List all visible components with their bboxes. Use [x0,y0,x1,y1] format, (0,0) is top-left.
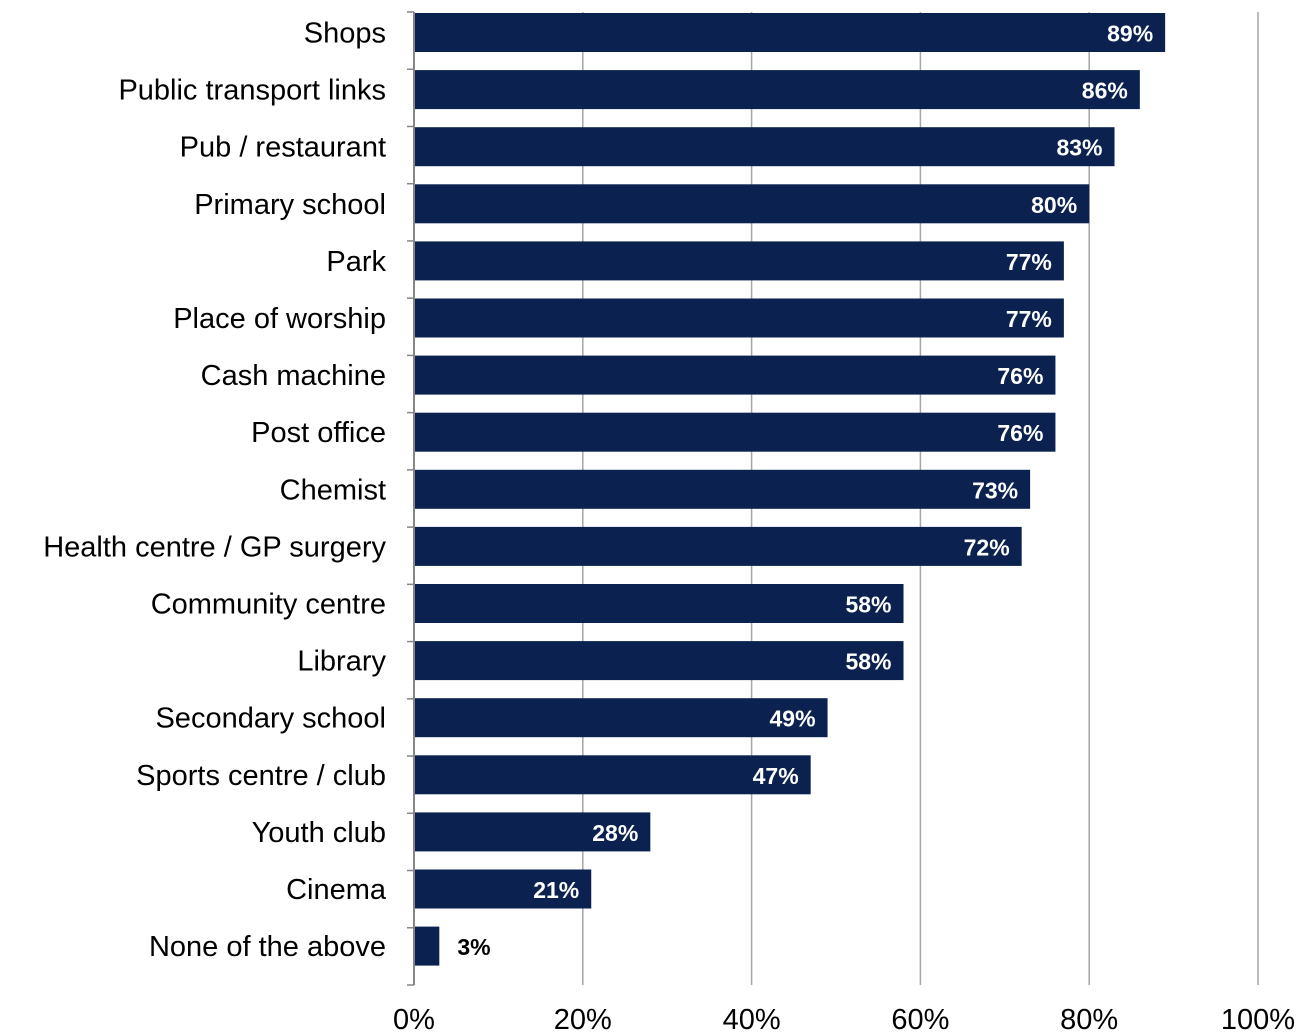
category-label: Chemist [280,474,386,506]
bar [415,13,1166,52]
category-label: Cinema [286,874,387,906]
data-label: 76% [997,363,1043,389]
bar [415,298,1064,338]
x-tick-label: 100% [1221,1004,1295,1033]
data-label: 77% [1006,249,1052,275]
data-label: 58% [845,649,891,675]
data-label: 77% [1006,306,1052,332]
bar [415,755,811,795]
category-label: Public transport links [118,75,386,107]
category-label: Place of worship [173,303,386,335]
category-label: Community centre [151,589,386,621]
axes [407,11,415,986]
category-label: Shops [304,18,386,50]
bar [415,412,1056,452]
bar [415,355,1056,395]
bar [415,698,828,738]
category-label: Cash machine [201,360,386,392]
x-tick-label: 80% [1060,1004,1118,1033]
x-tick-label: 20% [554,1004,612,1033]
bar [415,526,1022,566]
data-label: 86% [1082,78,1128,104]
x-tick-label: 0% [393,1004,435,1033]
category-label: Youth club [252,817,386,849]
bar [415,241,1064,281]
bar [415,926,440,966]
data-label: 89% [1107,21,1153,47]
category-label: Health centre / GP surgery [43,531,386,563]
category-label: Library [297,646,386,678]
labels: Shops 89% Public transport links 86% Pub / r… [43,18,1295,1033]
category-label: Sports centre / club [136,760,386,792]
category-label: Park [326,246,386,278]
category-label: Primary school [194,189,386,221]
data-label: 76% [997,420,1043,446]
bar [415,127,1115,167]
data-label: 3% [457,934,490,960]
data-label: 72% [964,534,1010,560]
bars [415,13,1166,966]
data-label: 21% [533,877,579,903]
category-label: Pub / restaurant [180,132,386,164]
data-label: 80% [1031,192,1077,218]
bar [415,70,1140,110]
data-label: 58% [845,592,891,618]
category-label: Secondary school [155,703,386,735]
x-tick-label: 60% [891,1004,949,1033]
bar [415,469,1031,509]
x-tick-label: 40% [723,1004,781,1033]
bar [415,869,592,909]
bar [415,812,651,852]
bar [415,641,904,681]
bar [415,584,904,623]
data-label: 83% [1056,135,1102,161]
data-label: 73% [972,477,1018,503]
data-label: 47% [753,763,799,789]
bar [415,184,1090,224]
category-label: Post office [251,417,386,449]
category-label: None of the above [149,931,386,963]
data-label: 28% [592,820,638,846]
data-label: 49% [770,706,816,732]
